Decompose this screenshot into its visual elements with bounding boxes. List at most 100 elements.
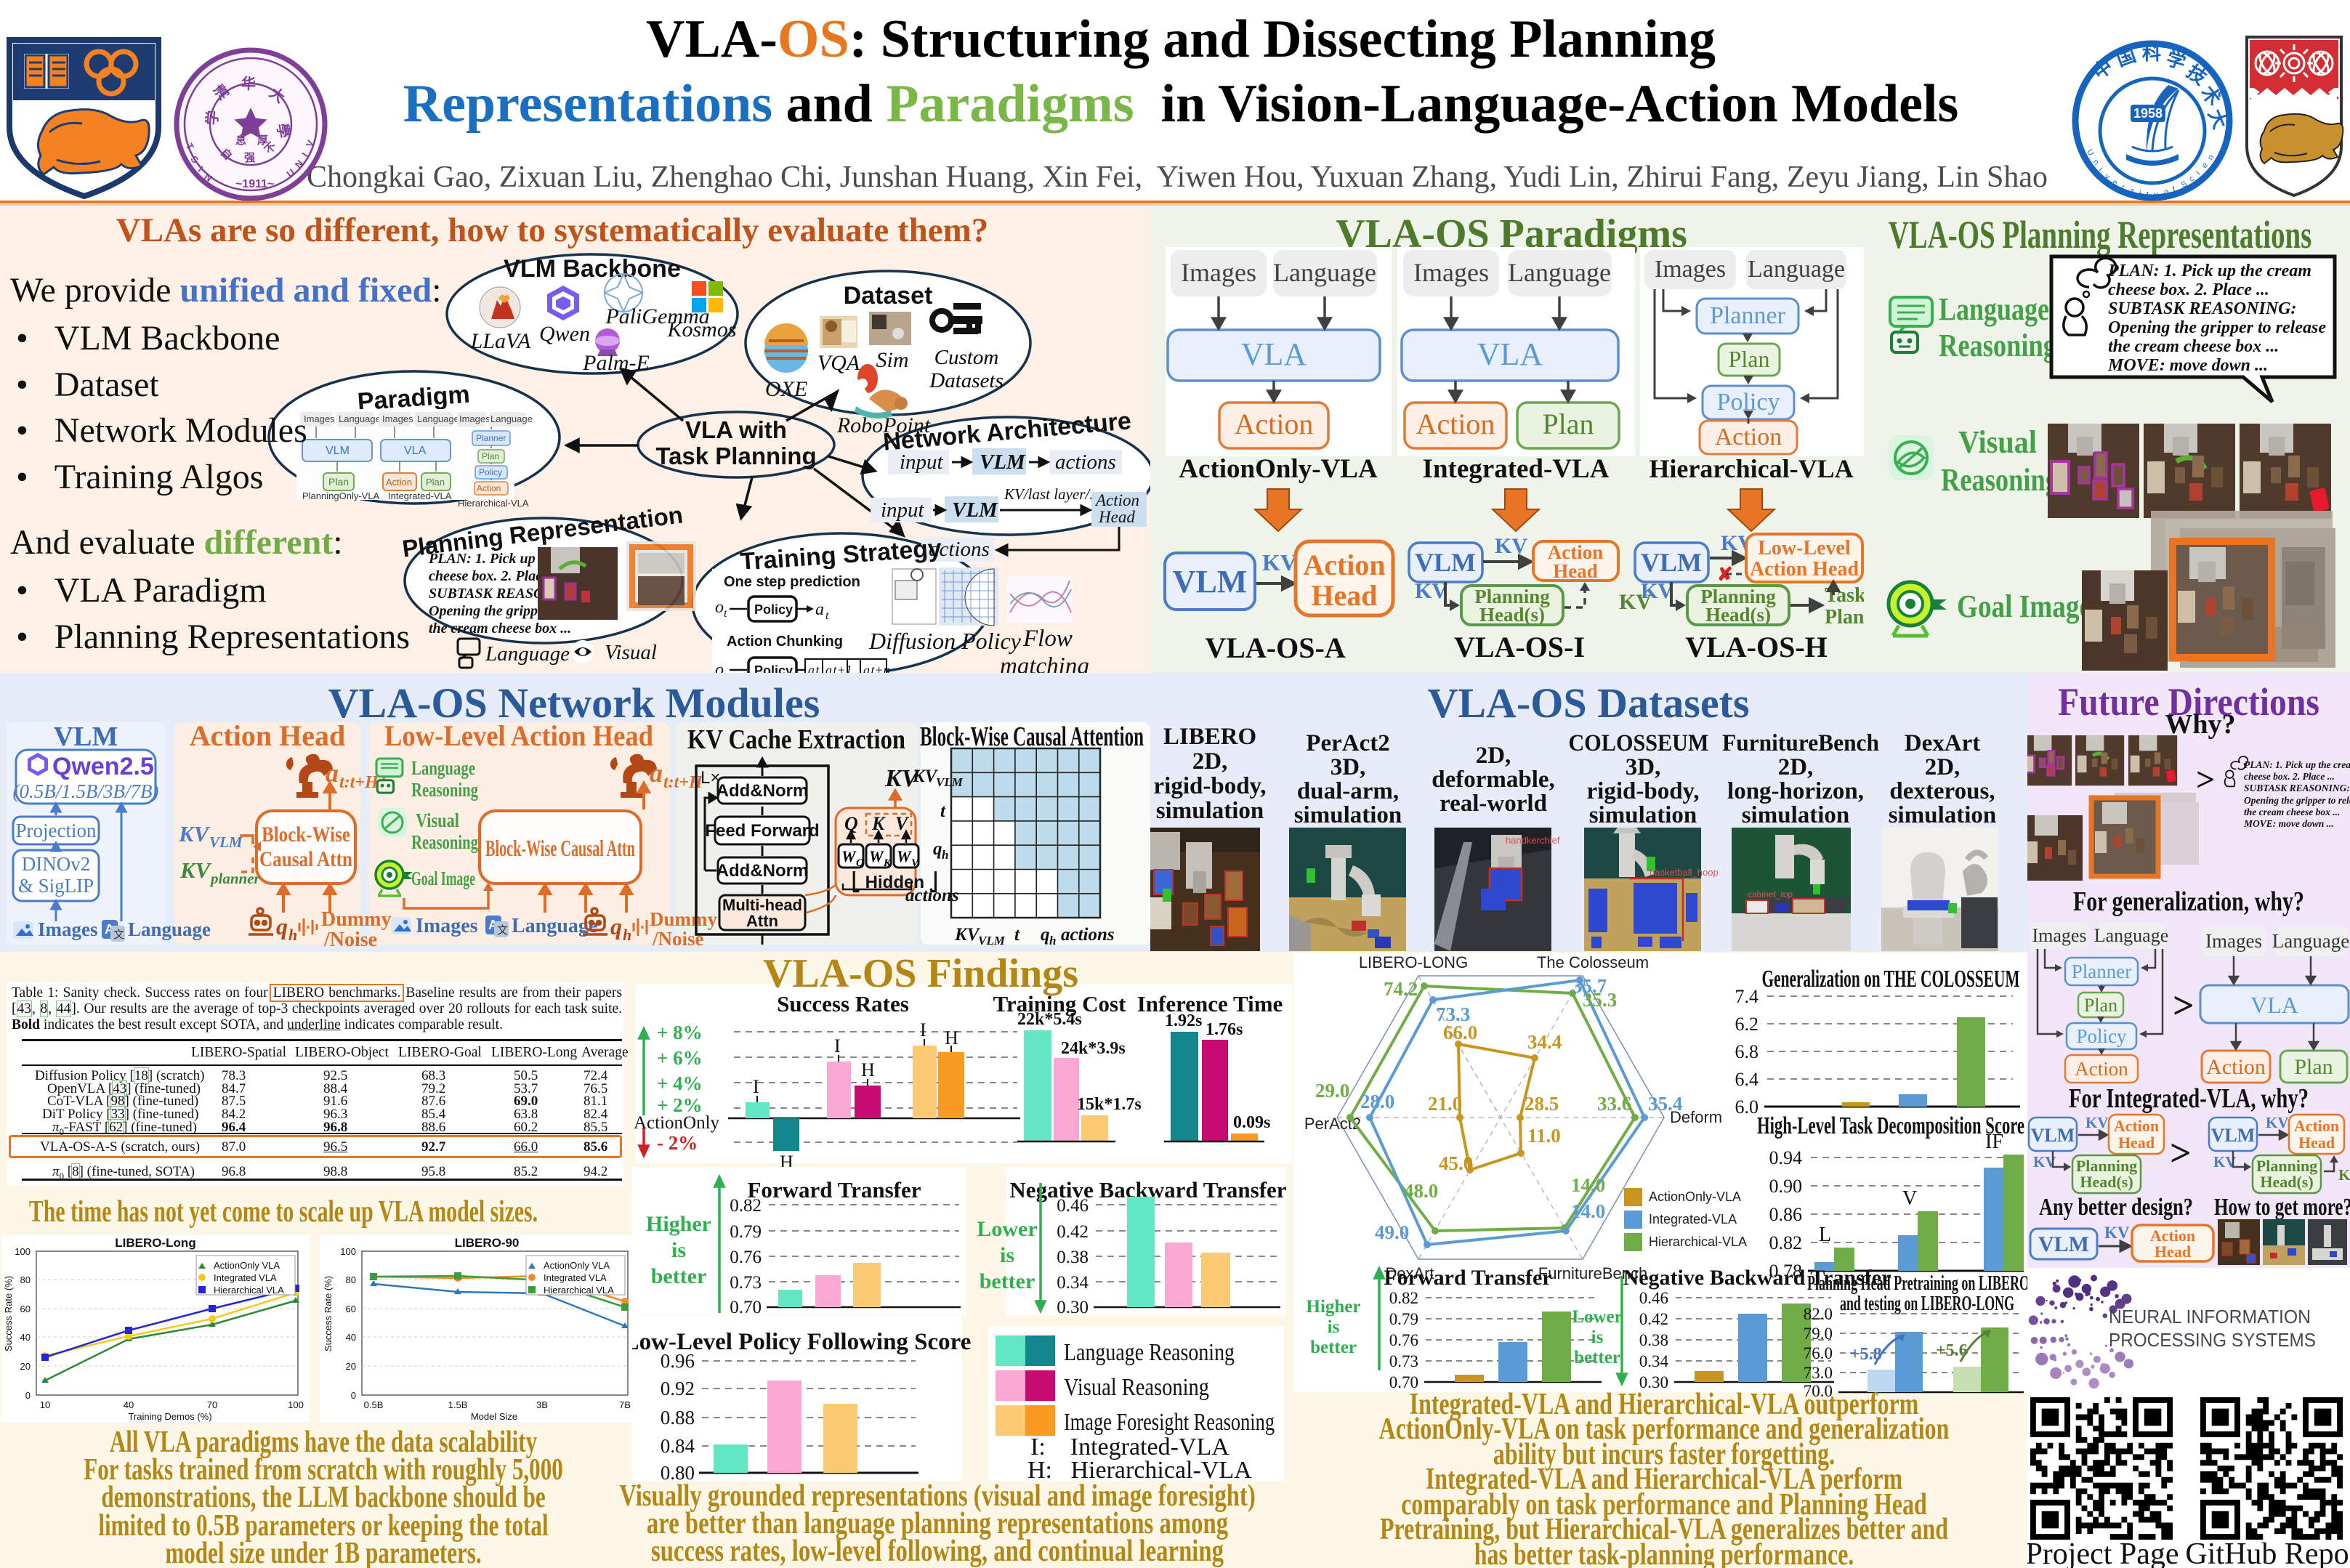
svg-text:VLM: VLM <box>2038 1232 2089 1256</box>
svg-text:0.73: 0.73 <box>1389 1352 1418 1370</box>
svg-text:>: > <box>2170 1133 2192 1174</box>
svg-text:basketball_hoop: basketball_hoop <box>1650 867 1719 878</box>
svg-text:dual-arm,: dual-arm, <box>1297 778 1399 804</box>
svg-text:70.0: 70.0 <box>1804 1382 1833 1400</box>
svg-text:a t+1: a t+1 <box>825 663 852 673</box>
svg-text:Model Size: Model Size <box>471 1411 517 1422</box>
svg-text:Action Head: Action Head <box>190 719 345 752</box>
svg-text:input: input <box>881 498 925 522</box>
svg-text:40: 40 <box>346 1332 356 1343</box>
svg-text:a: a <box>815 600 824 619</box>
svg-text:0.30: 0.30 <box>1057 1298 1089 1317</box>
svg-text:better: better <box>651 1264 707 1288</box>
svg-text:Planner: Planner <box>2072 961 2131 982</box>
svg-text:I: I <box>299 150 310 158</box>
svg-text:FurnitureBench: FurnitureBench <box>1722 730 1879 756</box>
svg-text:0.79: 0.79 <box>730 1222 762 1242</box>
svg-text:Head(s): Head(s) <box>2080 1173 2133 1191</box>
svg-text:V: V <box>895 813 910 834</box>
svg-text:0.09s: 0.09s <box>1233 1113 1270 1132</box>
svg-text:73.0: 73.0 <box>1804 1364 1833 1382</box>
svg-text:Q: Q <box>844 813 858 834</box>
svg-text:VQA: VQA <box>817 351 860 375</box>
svg-text:KV: KV <box>1415 579 1447 603</box>
svg-text:100: 100 <box>15 1246 31 1257</box>
svg-text:VLA-OS Findings: VLA-OS Findings <box>763 952 1078 996</box>
svg-text:Action: Action <box>2075 1058 2128 1080</box>
svg-text:i: i <box>2139 189 2141 198</box>
svg-text:0.90: 0.90 <box>1769 1176 1803 1197</box>
svg-text:Integrated-VLA: Integrated-VLA <box>1649 1212 1737 1226</box>
svg-text:VLM: VLM <box>1173 564 1248 599</box>
svg-text:VLA: VLA <box>1477 336 1543 372</box>
svg-text:(0.5B/1.5B/3B/7B): (0.5B/1.5B/3B/7B) <box>13 780 159 802</box>
svg-text:6.2: 6.2 <box>1735 1014 1759 1035</box>
svg-text:45.0: 45.0 <box>1439 1152 1473 1174</box>
svg-text:n: n <box>2206 153 2216 161</box>
svg-text:Plan: Plan <box>482 451 499 461</box>
svg-text:66.0: 66.0 <box>1443 1022 1477 1043</box>
svg-text:simulation: simulation <box>1156 798 1264 824</box>
svg-text:+ 8%: + 8% <box>657 1022 703 1043</box>
svg-text:Policy: Policy <box>754 663 793 673</box>
svg-text:14.0: 14.0 <box>1571 1174 1605 1196</box>
svg-text:Integrated VLA: Integrated VLA <box>214 1272 277 1283</box>
svg-text:Language: Language <box>1273 258 1376 287</box>
svg-text:Head: Head <box>2298 1133 2335 1152</box>
svg-text:20: 20 <box>346 1361 356 1372</box>
svg-text:Images: Images <box>38 918 98 940</box>
svg-text:VLM: VLM <box>2031 1125 2075 1146</box>
svg-text:华: 华 <box>241 75 256 92</box>
svg-text:Images: Images <box>382 413 413 424</box>
svg-text:KV: KV <box>954 925 981 945</box>
svg-text:H: H <box>945 1027 958 1048</box>
svg-text:Goal Image: Goal Image <box>1957 589 2091 624</box>
svg-text:~1911~: ~1911~ <box>235 178 274 190</box>
svg-text:KV: KV <box>912 767 939 786</box>
svg-text:better: better <box>1574 1348 1620 1367</box>
svg-text:2D,: 2D, <box>1925 754 1961 780</box>
svg-text:Action: Action <box>477 483 501 493</box>
svg-text:Planner: Planner <box>1710 302 1786 329</box>
svg-text:0.94: 0.94 <box>1769 1147 1803 1168</box>
svg-text:28.5: 28.5 <box>1525 1093 1559 1115</box>
svg-text:Action: Action <box>1715 424 1782 450</box>
svg-text:i: i <box>2194 169 2202 177</box>
svg-text:Images: Images <box>459 413 490 424</box>
svg-text:e: e <box>2111 178 2119 187</box>
svg-text:t: t <box>2147 190 2149 199</box>
svg-text:Opening the gripper to release: Opening the gripper to release <box>2244 795 2350 806</box>
svg-text:h: h <box>1049 934 1056 947</box>
svg-text:IF: IF <box>1985 1131 2003 1153</box>
svg-text:y: y <box>2154 190 2159 199</box>
svg-text:74.2: 74.2 <box>1384 978 1418 1000</box>
svg-text:VLA with: VLA with <box>685 416 787 443</box>
svg-text:0.42: 0.42 <box>1057 1222 1089 1242</box>
svg-text:Action: Action <box>1416 408 1495 440</box>
svg-text:Diffusion Policy: Diffusion Policy <box>868 628 1022 654</box>
svg-text:35.7: 35.7 <box>1572 975 1607 997</box>
svg-text:Planning: Planning <box>2256 1157 2317 1175</box>
svg-text:input: input <box>900 450 944 474</box>
svg-text:Images: Images <box>1181 258 1256 287</box>
svg-text:Head: Head <box>1098 508 1135 526</box>
svg-text:Action: Action <box>2114 1117 2159 1135</box>
svg-text:Language: Language <box>1508 258 1611 287</box>
svg-text:ActionOnly VLA: ActionOnly VLA <box>544 1260 610 1271</box>
svg-text:Visual: Visual <box>1958 424 2037 460</box>
svg-text:RoboPoint: RoboPoint <box>836 413 931 437</box>
svg-text:simulation: simulation <box>1742 802 1850 828</box>
svg-text:7B: 7B <box>619 1399 631 1410</box>
svg-text:KV: KV <box>1619 590 1652 614</box>
svg-text:Policy: Policy <box>754 602 793 617</box>
svg-text:KV: KV <box>1495 534 1527 558</box>
svg-text:t: t <box>825 610 829 622</box>
svg-text:10: 10 <box>40 1399 50 1410</box>
svg-text:100: 100 <box>288 1399 304 1410</box>
svg-text:VLM: VLM <box>209 833 243 851</box>
svg-text:Block-Wise Causal Attention: Block-Wise Causal Attention <box>920 722 1144 752</box>
svg-text:Plan: Plan <box>328 476 349 488</box>
svg-text:0.78: 0.78 <box>1769 1261 1803 1282</box>
svg-text:0.84: 0.84 <box>661 1435 695 1457</box>
svg-text:t: t <box>724 607 727 620</box>
